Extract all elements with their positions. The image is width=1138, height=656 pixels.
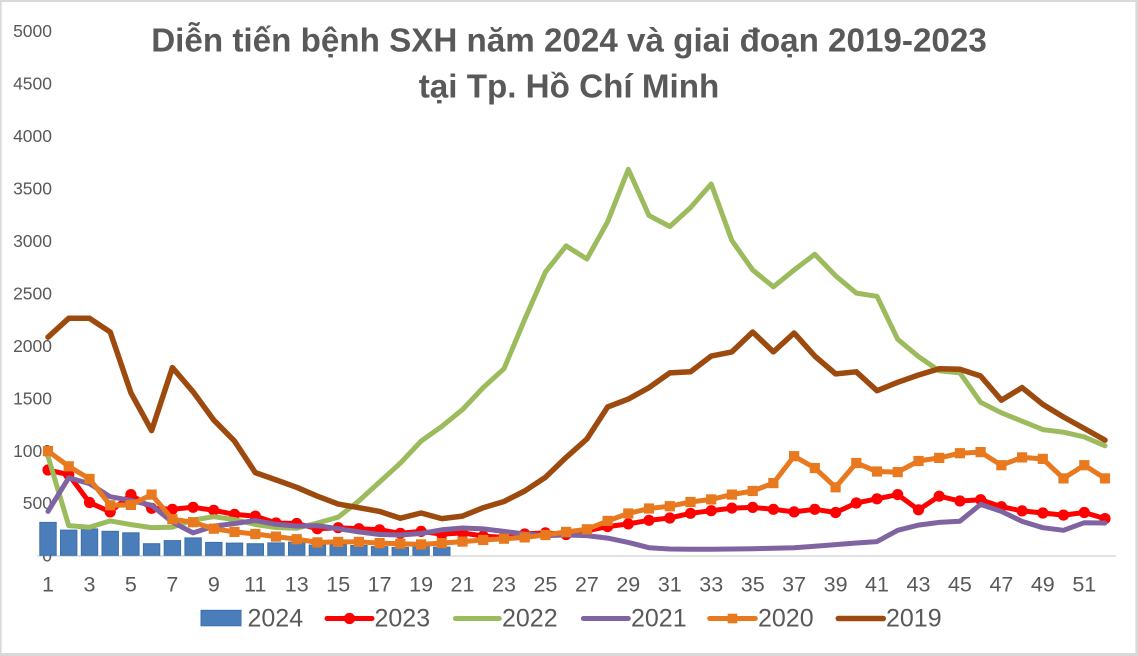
svg-text:45: 45 [948, 573, 972, 597]
svg-text:2022: 2022 [502, 605, 558, 633]
svg-text:5: 5 [125, 573, 137, 597]
svg-text:Diễn tiến bệnh SXH năm 2024 và: Diễn tiến bệnh SXH năm 2024 và giai đoạn… [151, 22, 987, 60]
svg-text:35: 35 [741, 573, 765, 597]
svg-text:27: 27 [575, 573, 599, 597]
svg-text:1500: 1500 [13, 388, 52, 408]
svg-text:41: 41 [865, 573, 889, 597]
svg-text:33: 33 [699, 573, 723, 597]
svg-text:13: 13 [285, 573, 309, 597]
svg-text:7: 7 [166, 573, 178, 597]
svg-text:43: 43 [907, 573, 931, 597]
svg-text:49: 49 [1031, 573, 1055, 597]
svg-text:2019: 2019 [886, 605, 942, 633]
svg-text:2000: 2000 [13, 336, 52, 356]
svg-text:2024: 2024 [248, 605, 304, 633]
svg-text:29: 29 [616, 573, 640, 597]
svg-text:tại Tp. Hồ Chí Minh: tại Tp. Hồ Chí Minh [419, 69, 720, 106]
svg-text:15: 15 [326, 573, 350, 597]
svg-text:11: 11 [244, 573, 266, 597]
svg-text:2500: 2500 [13, 283, 52, 303]
svg-text:1000: 1000 [13, 441, 52, 461]
svg-text:2020: 2020 [758, 605, 814, 633]
svg-text:31: 31 [658, 573, 682, 597]
svg-text:2023: 2023 [375, 605, 431, 633]
svg-text:500: 500 [23, 493, 52, 513]
svg-text:47: 47 [989, 573, 1013, 597]
svg-text:3000: 3000 [13, 231, 52, 251]
svg-text:37: 37 [782, 573, 806, 597]
svg-text:17: 17 [368, 573, 392, 597]
svg-text:3: 3 [84, 573, 96, 597]
svg-text:21: 21 [451, 573, 475, 597]
svg-text:4500: 4500 [13, 73, 52, 93]
svg-text:4000: 4000 [13, 126, 52, 146]
svg-text:2021: 2021 [631, 605, 687, 633]
svg-text:25: 25 [533, 573, 557, 597]
svg-text:19: 19 [409, 573, 433, 597]
svg-text:51: 51 [1072, 573, 1096, 597]
svg-text:1: 1 [42, 573, 54, 597]
svg-text:9: 9 [208, 573, 220, 597]
svg-text:3500: 3500 [13, 178, 52, 198]
svg-text:39: 39 [824, 573, 848, 597]
svg-text:23: 23 [492, 573, 516, 597]
svg-text:5000: 5000 [13, 21, 52, 41]
